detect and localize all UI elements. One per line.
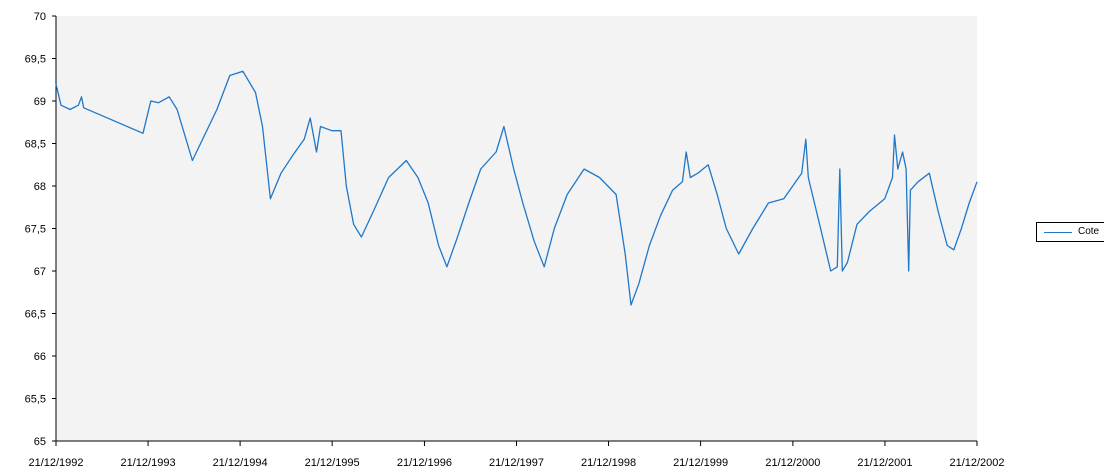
legend: Cote [1036,222,1104,242]
x-tick-label: 21/12/1995 [305,457,360,469]
y-tick-label: 69 [34,96,46,108]
x-tick-label: 21/12/1999 [673,457,728,469]
x-tick-label: 21/12/1994 [213,457,268,469]
x-tick-label: 21/12/1997 [489,457,544,469]
y-tick-label: 69,5 [25,54,46,66]
y-tick-label: 65,5 [25,394,46,406]
y-tick-label: 67 [34,266,46,278]
y-tick-label: 70 [34,11,46,23]
x-tick-label: 21/12/1998 [581,457,636,469]
x-tick-label: 21/12/2002 [949,457,1004,469]
x-tick-label: 21/12/2001 [857,457,912,469]
x-tick-label: 21/12/1993 [121,457,176,469]
x-tick-label: 21/12/1996 [397,457,452,469]
series-line-cote [55,70,978,306]
y-tick-label: 68,5 [25,139,46,151]
y-tick-label: 67,5 [25,224,46,236]
series-layer [55,70,978,306]
plot-area [56,16,977,441]
legend-swatch [1044,232,1072,233]
y-tick-label: 65 [34,436,46,448]
y-tick-label: 66,5 [25,309,46,321]
x-tick-label: 21/12/2000 [765,457,820,469]
x-tick-label: 21/12/1992 [28,457,83,469]
y-axis: 65 65,5 66 66,5 67 67,5 68 68,5 69 69,5 70 [25,11,57,448]
x-axis: 21/12/1992 21/12/1993 21/12/1994 21/12/1995… [28,440,1005,469]
y-tick-label: 66 [34,351,46,363]
y-tick-label: 68 [34,181,46,193]
legend-label-cote: Cote [1078,226,1100,237]
